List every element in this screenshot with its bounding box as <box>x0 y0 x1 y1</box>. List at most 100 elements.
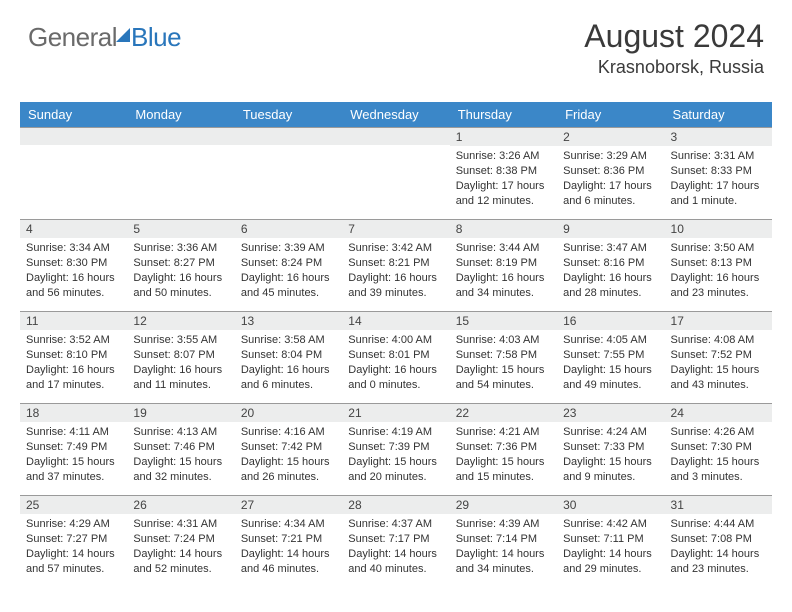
day-data: Sunrise: 4:31 AMSunset: 7:24 PMDaylight:… <box>127 514 234 580</box>
calendar-cell: 16Sunrise: 4:05 AMSunset: 7:55 PMDayligh… <box>557 311 664 403</box>
sunrise-text: Sunrise: 4:31 AM <box>133 517 228 532</box>
sunset-text: Sunset: 7:55 PM <box>563 348 658 363</box>
day-number: 3 <box>665 127 772 146</box>
day-data: Sunrise: 4:39 AMSunset: 7:14 PMDaylight:… <box>450 514 557 580</box>
sunrise-text: Sunrise: 4:16 AM <box>241 425 336 440</box>
calendar-cell: 29Sunrise: 4:39 AMSunset: 7:14 PMDayligh… <box>450 495 557 581</box>
day-number-empty <box>235 127 342 145</box>
day-number: 17 <box>665 311 772 330</box>
sunrise-text: Sunrise: 4:44 AM <box>671 517 766 532</box>
sunrise-text: Sunrise: 3:50 AM <box>671 241 766 256</box>
page-header: August 2024 Krasnoborsk, Russia <box>584 18 764 78</box>
dayname-wednesday: Wednesday <box>342 102 449 127</box>
calendar-cell: 15Sunrise: 4:03 AMSunset: 7:58 PMDayligh… <box>450 311 557 403</box>
calendar-row: 18Sunrise: 4:11 AMSunset: 7:49 PMDayligh… <box>20 403 772 495</box>
sunset-text: Sunset: 7:27 PM <box>26 532 121 547</box>
sunset-text: Sunset: 8:21 PM <box>348 256 443 271</box>
dayname-sunday: Sunday <box>20 102 127 127</box>
sunrise-text: Sunrise: 3:55 AM <box>133 333 228 348</box>
day-number: 20 <box>235 403 342 422</box>
sunrise-text: Sunrise: 3:39 AM <box>241 241 336 256</box>
logo-triangle-icon <box>116 28 130 42</box>
calendar-cell: 8Sunrise: 3:44 AMSunset: 8:19 PMDaylight… <box>450 219 557 311</box>
day-data: Sunrise: 3:55 AMSunset: 8:07 PMDaylight:… <box>127 330 234 396</box>
calendar-cell: 28Sunrise: 4:37 AMSunset: 7:17 PMDayligh… <box>342 495 449 581</box>
day-data: Sunrise: 3:29 AMSunset: 8:36 PMDaylight:… <box>557 146 664 212</box>
sunset-text: Sunset: 7:52 PM <box>671 348 766 363</box>
day-number: 13 <box>235 311 342 330</box>
calendar-row: 11Sunrise: 3:52 AMSunset: 8:10 PMDayligh… <box>20 311 772 403</box>
daylight-text: Daylight: 16 hours and 56 minutes. <box>26 271 121 301</box>
daylight-text: Daylight: 16 hours and 45 minutes. <box>241 271 336 301</box>
day-number: 15 <box>450 311 557 330</box>
sunrise-text: Sunrise: 3:44 AM <box>456 241 551 256</box>
sunrise-text: Sunrise: 4:03 AM <box>456 333 551 348</box>
sunset-text: Sunset: 7:30 PM <box>671 440 766 455</box>
day-number: 28 <box>342 495 449 514</box>
day-data: Sunrise: 4:44 AMSunset: 7:08 PMDaylight:… <box>665 514 772 580</box>
daylight-text: Daylight: 17 hours and 12 minutes. <box>456 179 551 209</box>
day-data: Sunrise: 4:03 AMSunset: 7:58 PMDaylight:… <box>450 330 557 396</box>
sunrise-text: Sunrise: 3:58 AM <box>241 333 336 348</box>
day-number: 19 <box>127 403 234 422</box>
calendar-row: 1Sunrise: 3:26 AMSunset: 8:38 PMDaylight… <box>20 127 772 219</box>
sunset-text: Sunset: 8:10 PM <box>26 348 121 363</box>
calendar-cell: 12Sunrise: 3:55 AMSunset: 8:07 PMDayligh… <box>127 311 234 403</box>
day-data: Sunrise: 3:42 AMSunset: 8:21 PMDaylight:… <box>342 238 449 304</box>
sunrise-text: Sunrise: 4:13 AM <box>133 425 228 440</box>
day-number: 30 <box>557 495 664 514</box>
daylight-text: Daylight: 16 hours and 39 minutes. <box>348 271 443 301</box>
day-number: 16 <box>557 311 664 330</box>
sunset-text: Sunset: 8:16 PM <box>563 256 658 271</box>
day-data: Sunrise: 4:05 AMSunset: 7:55 PMDaylight:… <box>557 330 664 396</box>
calendar-cell: 27Sunrise: 4:34 AMSunset: 7:21 PMDayligh… <box>235 495 342 581</box>
daylight-text: Daylight: 16 hours and 11 minutes. <box>133 363 228 393</box>
day-data: Sunrise: 4:00 AMSunset: 8:01 PMDaylight:… <box>342 330 449 396</box>
dayname-friday: Friday <box>557 102 664 127</box>
calendar-cell: 9Sunrise: 3:47 AMSunset: 8:16 PMDaylight… <box>557 219 664 311</box>
dayname-monday: Monday <box>127 102 234 127</box>
calendar-cell: 6Sunrise: 3:39 AMSunset: 8:24 PMDaylight… <box>235 219 342 311</box>
calendar-table: Sunday Monday Tuesday Wednesday Thursday… <box>20 102 772 581</box>
sunrise-text: Sunrise: 4:34 AM <box>241 517 336 532</box>
day-data: Sunrise: 3:47 AMSunset: 8:16 PMDaylight:… <box>557 238 664 304</box>
day-data: Sunrise: 3:36 AMSunset: 8:27 PMDaylight:… <box>127 238 234 304</box>
daylight-text: Daylight: 16 hours and 17 minutes. <box>26 363 121 393</box>
sunrise-text: Sunrise: 4:11 AM <box>26 425 121 440</box>
day-data: Sunrise: 3:34 AMSunset: 8:30 PMDaylight:… <box>20 238 127 304</box>
day-data: Sunrise: 4:24 AMSunset: 7:33 PMDaylight:… <box>557 422 664 488</box>
calendar-cell: 17Sunrise: 4:08 AMSunset: 7:52 PMDayligh… <box>665 311 772 403</box>
day-number: 14 <box>342 311 449 330</box>
sunset-text: Sunset: 7:36 PM <box>456 440 551 455</box>
calendar-cell: 13Sunrise: 3:58 AMSunset: 8:04 PMDayligh… <box>235 311 342 403</box>
sunrise-text: Sunrise: 4:42 AM <box>563 517 658 532</box>
daylight-text: Daylight: 14 hours and 40 minutes. <box>348 547 443 577</box>
daylight-text: Daylight: 15 hours and 32 minutes. <box>133 455 228 485</box>
day-number: 2 <box>557 127 664 146</box>
day-number: 21 <box>342 403 449 422</box>
day-number: 10 <box>665 219 772 238</box>
sunset-text: Sunset: 8:04 PM <box>241 348 336 363</box>
sunset-text: Sunset: 8:13 PM <box>671 256 766 271</box>
sunset-text: Sunset: 7:42 PM <box>241 440 336 455</box>
sunrise-text: Sunrise: 4:05 AM <box>563 333 658 348</box>
day-number: 26 <box>127 495 234 514</box>
calendar-row: 4Sunrise: 3:34 AMSunset: 8:30 PMDaylight… <box>20 219 772 311</box>
daylight-text: Daylight: 17 hours and 6 minutes. <box>563 179 658 209</box>
sunset-text: Sunset: 7:24 PM <box>133 532 228 547</box>
sunrise-text: Sunrise: 4:21 AM <box>456 425 551 440</box>
day-number: 23 <box>557 403 664 422</box>
dayname-thursday: Thursday <box>450 102 557 127</box>
sunrise-text: Sunrise: 3:47 AM <box>563 241 658 256</box>
sunset-text: Sunset: 7:08 PM <box>671 532 766 547</box>
sunrise-text: Sunrise: 4:39 AM <box>456 517 551 532</box>
sunset-text: Sunset: 7:11 PM <box>563 532 658 547</box>
sunset-text: Sunset: 7:14 PM <box>456 532 551 547</box>
calendar-cell: 30Sunrise: 4:42 AMSunset: 7:11 PMDayligh… <box>557 495 664 581</box>
sunrise-text: Sunrise: 4:00 AM <box>348 333 443 348</box>
day-data: Sunrise: 4:37 AMSunset: 7:17 PMDaylight:… <box>342 514 449 580</box>
day-number: 11 <box>20 311 127 330</box>
logo: General Blue <box>28 22 181 53</box>
sunrise-text: Sunrise: 4:24 AM <box>563 425 658 440</box>
calendar-cell: 19Sunrise: 4:13 AMSunset: 7:46 PMDayligh… <box>127 403 234 495</box>
